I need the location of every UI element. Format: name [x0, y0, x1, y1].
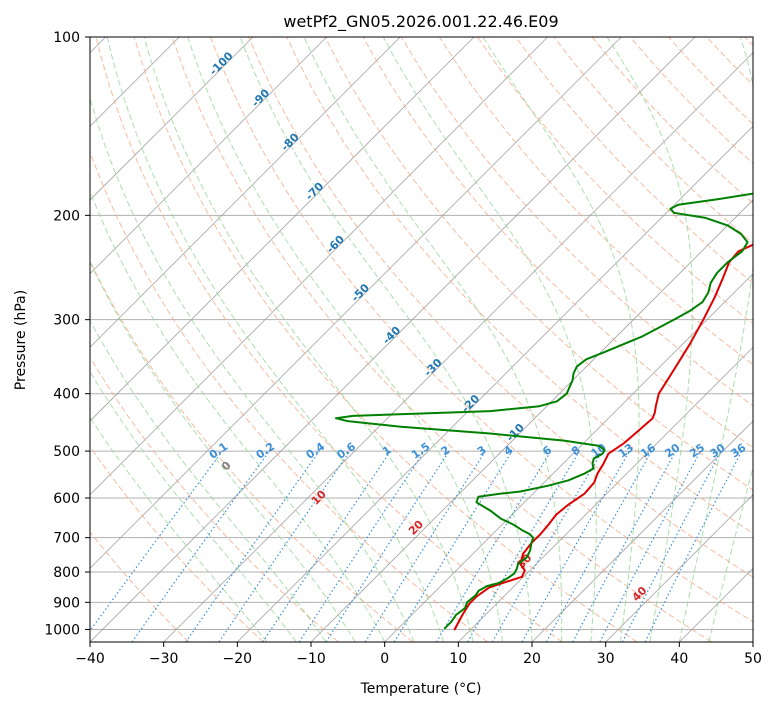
- y-tick-label: 1000: [44, 622, 80, 638]
- isotherm-line: [90, 37, 696, 642]
- moist-adiabat-line: [90, 96, 415, 642]
- moist-adiabat-line: [143, 37, 474, 642]
- x-axis-label: Temperature (°C): [360, 681, 482, 697]
- x-tick-label: 30: [597, 651, 615, 667]
- moist-adiabat-line: [106, 37, 445, 642]
- plot-area: [90, 37, 753, 642]
- isotherm-line: [237, 125, 753, 642]
- plot-frame: [89, 36, 754, 643]
- dry-adiabat-line: [210, 37, 753, 623]
- y-tick-label: 800: [53, 565, 80, 581]
- y-tick-label: 500: [53, 444, 80, 460]
- isotherm-line: [90, 37, 401, 348]
- mixing-ratio-line: [185, 450, 320, 642]
- moist-adiabat-line: [90, 260, 356, 642]
- mixing-ratio-line: [218, 450, 351, 642]
- x-tick-label: −40: [75, 651, 105, 667]
- isotherm-line: [90, 37, 475, 422]
- background-lines: [90, 37, 753, 642]
- dry-adiabat-line: [438, 37, 753, 366]
- x-tick-label: 40: [670, 651, 688, 667]
- moist-adiabat-line: [187, 37, 503, 642]
- y-tick-label: 700: [53, 531, 80, 547]
- mixing-ratio-line: [90, 450, 223, 632]
- dry-adiabat-line: [171, 37, 712, 642]
- x-tick-label: −20: [223, 651, 253, 667]
- x-tick-label: 10: [449, 651, 467, 667]
- moist-adiabat-line: [606, 37, 693, 642]
- moist-adiabat-line: [90, 416, 268, 642]
- moist-adiabat-line: [482, 37, 640, 642]
- y-tick-label: 300: [53, 313, 80, 329]
- mixing-ratio-line: [325, 450, 450, 642]
- temperature-profile-line: [453, 243, 753, 631]
- y-tick-label: 900: [53, 595, 80, 611]
- x-tick-label: 0: [380, 651, 389, 667]
- mixing-ratio-line: [572, 450, 677, 642]
- moist-adiabat-line: [382, 37, 597, 642]
- dry-adiabat-line: [515, 37, 753, 284]
- dry-adiabat-line: [400, 37, 753, 407]
- y-axis-label: Pressure (hPa): [13, 290, 29, 390]
- isotherm-line: [90, 37, 622, 569]
- dry-adiabat-line: [248, 37, 753, 578]
- isotherm-line: [458, 346, 753, 642]
- dry-adiabat-line: [90, 356, 339, 642]
- y-tick-label: 400: [53, 387, 80, 403]
- axes: −40 −30 −20 −10 0 10 20 30 40 50 100 200 300 400 500 60…: [44, 30, 762, 667]
- mixing-ratio-line: [545, 450, 653, 642]
- y-tick-label: 600: [53, 491, 80, 507]
- dry-adiabat-line: [286, 37, 753, 534]
- moist-adiabat-line: [90, 189, 386, 642]
- chart-title: wetPf2_GN05.2026.001.22.46.E09: [283, 12, 558, 32]
- dewpoint-profile-line: [334, 192, 753, 630]
- isotherm-line: [384, 273, 753, 642]
- moist-adiabat-line: [678, 37, 753, 642]
- mixing-ratio-line: [393, 450, 513, 642]
- moist-adiabat-line: [90, 370, 297, 642]
- moist-adiabat-line: [239, 37, 533, 642]
- mixing-ratio-line: [644, 450, 743, 642]
- x-tick-label: −30: [149, 651, 179, 667]
- series-layer: [334, 192, 753, 631]
- x-tick-label: 50: [744, 651, 762, 667]
- dry-adiabat-line: [133, 37, 638, 642]
- isotherm-line: [163, 52, 753, 642]
- y-tick-label: 200: [53, 208, 80, 224]
- isotherm-line: [90, 37, 548, 496]
- dry-adiabat-line: [90, 150, 488, 642]
- mixing-ratio-line: [521, 450, 631, 642]
- isotherm-line: [90, 37, 327, 275]
- dry-adiabat-line: [90, 259, 414, 642]
- dry-adiabat-line: [90, 445, 264, 642]
- isotherm-line: [531, 420, 753, 642]
- x-tick-label: 20: [523, 651, 541, 667]
- mixing-ratio-line: [298, 450, 425, 642]
- x-tick-label: −10: [296, 651, 326, 667]
- mixing-ratio-line: [262, 450, 392, 642]
- moist-adiabat-line: [303, 37, 563, 642]
- dry-adiabat-line: [95, 37, 563, 642]
- isotherm-line: [90, 37, 254, 201]
- y-tick-label: 100: [53, 30, 80, 46]
- isotherm-line: [605, 494, 753, 642]
- dry-adiabat-line: [90, 531, 190, 642]
- mixing-ratio-line: [131, 450, 270, 642]
